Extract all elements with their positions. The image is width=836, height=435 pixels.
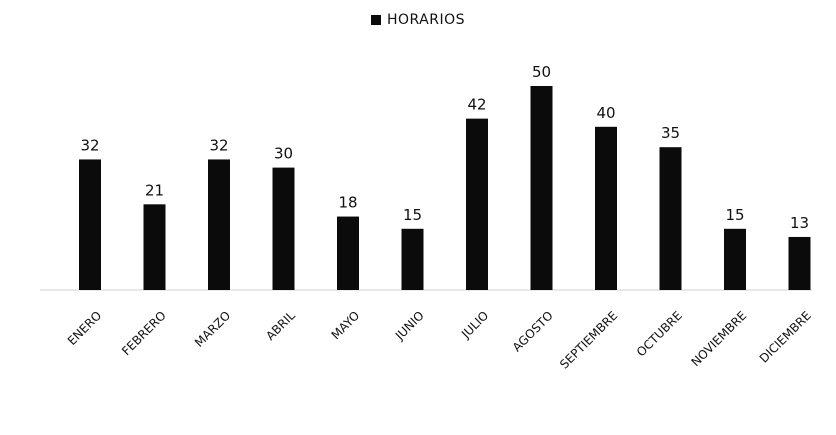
x-tick-label-agosto: AGOSTO xyxy=(510,308,556,354)
x-tick-label-noviembre: NOVIEMBRE xyxy=(688,308,749,369)
data-label-julio: 42 xyxy=(467,96,486,114)
x-tick-label-junio: JUNIO xyxy=(392,308,427,343)
bar-abril xyxy=(272,167,295,290)
data-label-febrero: 21 xyxy=(145,181,164,199)
bar-octubre xyxy=(659,147,682,290)
x-tick-label-marzo: MARZO xyxy=(192,308,233,349)
data-label-junio: 15 xyxy=(403,206,422,224)
data-label-enero: 32 xyxy=(80,136,99,154)
x-tick-label-diciembre: DICIEMBRE xyxy=(757,308,814,365)
data-label-septiembre: 40 xyxy=(596,104,615,122)
bar-enero xyxy=(79,159,101,290)
data-label-octubre: 35 xyxy=(661,124,680,142)
bar-noviembre xyxy=(724,228,746,290)
data-label-agosto: 50 xyxy=(532,63,551,81)
bar-mayo xyxy=(337,216,359,290)
x-tick-label-febrero: FEBRERO xyxy=(119,308,169,358)
data-label-noviembre: 15 xyxy=(725,206,744,224)
bar-septiembre xyxy=(595,126,617,290)
legend-swatch xyxy=(370,15,381,25)
chart-legend: HORARIOS xyxy=(0,12,836,28)
data-label-diciembre: 13 xyxy=(790,214,809,232)
data-label-abril: 30 xyxy=(274,145,293,163)
legend-label: HORARIOS xyxy=(386,12,466,28)
bar-diciembre xyxy=(788,236,811,290)
x-tick-label-septiembre: SEPTIEMBRE xyxy=(557,308,620,371)
bar-junio xyxy=(401,228,424,290)
bar-agosto xyxy=(530,86,553,290)
data-label-mayo: 18 xyxy=(338,194,357,212)
bar-febrero xyxy=(143,204,166,290)
x-tick-label-mayo: MAYO xyxy=(329,308,363,342)
bar-julio xyxy=(466,118,488,290)
x-tick-label-octubre: OCTUBRE xyxy=(634,308,685,359)
bar-marzo xyxy=(208,159,230,290)
x-tick-label-enero: ENERO xyxy=(65,308,105,348)
x-tick-label-abril: ABRIL xyxy=(263,308,298,343)
data-label-marzo: 32 xyxy=(209,136,228,154)
x-tick-label-julio: JULIO xyxy=(458,308,491,341)
